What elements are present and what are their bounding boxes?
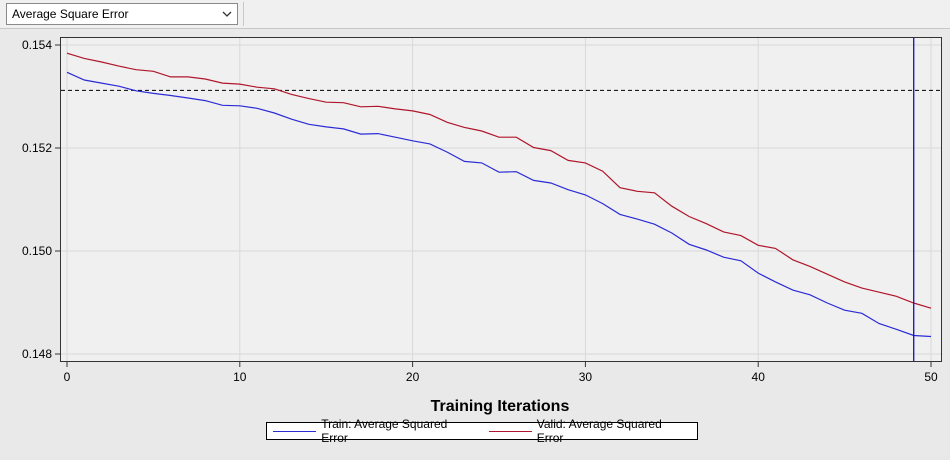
statistic-select[interactable]: Average Square Error (6, 3, 238, 25)
toolbar: Average Square Error (0, 0, 950, 29)
x-tick-label: 30 (579, 370, 593, 384)
y-tick-label: 0.148 (22, 347, 52, 361)
toolbar-divider (243, 2, 244, 26)
chevron-down-icon[interactable] (217, 4, 237, 24)
line-chart: 0 10 20 30 40 50 0.148 0.150 0.152 0.154 Training … (22, 37, 942, 415)
series-line-valid (66, 52, 932, 309)
x-tick-label: 0 (64, 370, 71, 384)
legend-swatch-train (273, 430, 317, 432)
legend-item-valid: Valid: Average Squared Error (488, 417, 689, 445)
statistic-select-value: Average Square Error (12, 7, 129, 21)
legend-swatch-valid (488, 430, 532, 432)
y-tick-label: 0.154 (22, 38, 52, 52)
x-tick-label: 10 (233, 370, 247, 384)
y-tick-label: 0.152 (22, 141, 52, 155)
x-axis-title: Training Iterations (431, 398, 570, 415)
plot-frame (60, 37, 942, 362)
chart-legend: Train: Average Squared Error Valid: Aver… (266, 417, 698, 445)
legend-label-valid: Valid: Average Squared Error (536, 417, 662, 445)
legend-item-train: Train: Average Squared Error (273, 417, 475, 445)
y-tick-label: 0.150 (22, 244, 52, 258)
legend-label-train: Train: Average Squared Error (321, 417, 448, 445)
x-tick-label: 50 (924, 370, 938, 384)
plot-area (60, 37, 942, 362)
x-tick-label: 20 (406, 370, 420, 384)
x-tick-label: 40 (752, 370, 766, 384)
series-line-train (66, 71, 932, 338)
chart-panel: 0 10 20 30 40 50 0.148 0.150 0.152 0.154 Training … (0, 29, 950, 455)
